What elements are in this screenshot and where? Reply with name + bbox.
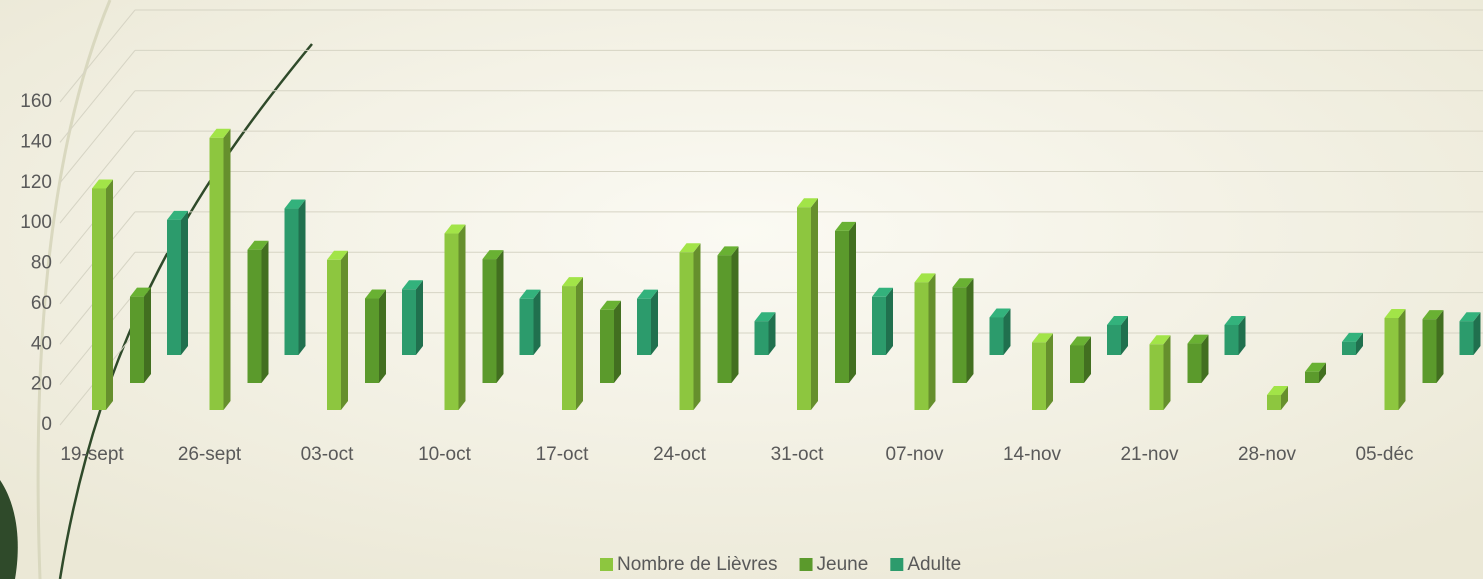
x-tick-label: 31-oct [771, 444, 825, 465]
bar [990, 317, 1004, 355]
bar-side [1437, 310, 1444, 383]
bar-side [262, 241, 269, 383]
y-tick-label: 40 [31, 333, 52, 354]
x-tick-label: 24-oct [653, 444, 707, 465]
bar [797, 207, 811, 410]
y-tick-label: 100 [20, 212, 52, 233]
bar [915, 282, 929, 410]
legend-swatch [800, 558, 813, 571]
bar-side [379, 290, 386, 383]
bar-side [651, 290, 658, 355]
bar [1032, 342, 1046, 410]
bar-side [459, 225, 466, 410]
bar-side [576, 277, 583, 410]
bar-side [929, 273, 936, 410]
y-tick-label: 60 [31, 293, 52, 314]
legend-label: Adulte [907, 554, 961, 575]
bar [1107, 325, 1121, 355]
bar [483, 259, 497, 383]
bar-side [106, 179, 113, 410]
bar-side [181, 211, 188, 355]
bar-side [1399, 309, 1406, 410]
legend-swatch [890, 558, 903, 571]
bar [1305, 372, 1319, 383]
bar-side [886, 288, 893, 355]
bar-side [1164, 335, 1171, 410]
x-tick-label: 03-oct [301, 444, 355, 465]
chart: 0 20 40 60 80 100 120 140 160 19-sept 26-sept 03-oc… [0, 0, 1483, 579]
bar [755, 321, 769, 355]
bar-side [967, 278, 974, 383]
bar [402, 289, 416, 355]
bar [835, 231, 849, 383]
bar-side [144, 288, 151, 383]
x-tick-label: 17-oct [536, 444, 590, 465]
x-tick-label: 26-sept [178, 444, 242, 465]
bar [520, 299, 534, 355]
bar-side [534, 290, 541, 355]
bar-side [416, 280, 423, 355]
x-tick-label: 21-nov [1120, 444, 1179, 465]
bar [365, 299, 379, 383]
bar [1150, 344, 1164, 410]
x-tick-label: 14-nov [1003, 444, 1062, 465]
y-tick-label: 20 [31, 374, 52, 395]
bar-side [732, 246, 739, 383]
y-tick-label: 140 [20, 131, 52, 152]
x-tick-label: 19-sept [60, 444, 124, 465]
bar [92, 188, 106, 410]
bar-side [224, 129, 231, 410]
y-tick-label: 160 [20, 91, 52, 112]
bar-side [694, 243, 701, 410]
bar [210, 138, 224, 410]
bar [718, 255, 732, 383]
bar [872, 297, 886, 355]
bar [285, 209, 299, 355]
bar [248, 250, 262, 383]
bar [1423, 319, 1437, 383]
bar-side [614, 301, 621, 383]
bar [1188, 344, 1202, 383]
bar [562, 286, 576, 410]
x-tick-label: 10-oct [418, 444, 472, 465]
bar-side [497, 250, 504, 383]
bar [637, 299, 651, 355]
bar-side [299, 200, 306, 355]
bar [1385, 318, 1399, 410]
bar [680, 252, 694, 410]
bar [1070, 345, 1084, 383]
y-tick-label: 120 [20, 172, 52, 193]
bar [327, 260, 341, 410]
bar-side [811, 198, 818, 410]
bar [167, 220, 181, 355]
bar [1342, 342, 1356, 355]
bar [130, 297, 144, 383]
bar-side [1046, 333, 1053, 410]
x-tick-label: 28-nov [1238, 444, 1297, 465]
bar [1225, 325, 1239, 355]
x-tick-label: 07-nov [885, 444, 944, 465]
legend-label: Nombre de Lièvres [617, 554, 778, 575]
y-tick-label: 80 [31, 253, 52, 274]
bar [953, 287, 967, 383]
bar [1460, 321, 1474, 355]
bar [1267, 395, 1281, 410]
bar [445, 234, 459, 410]
x-tick-label: 05-déc [1355, 444, 1413, 465]
legend-swatch [600, 558, 613, 571]
legend-label: Jeune [817, 554, 869, 575]
y-tick-label: 0 [41, 414, 52, 435]
bar-side [849, 222, 856, 383]
bar [600, 310, 614, 383]
bar-side [341, 251, 348, 410]
